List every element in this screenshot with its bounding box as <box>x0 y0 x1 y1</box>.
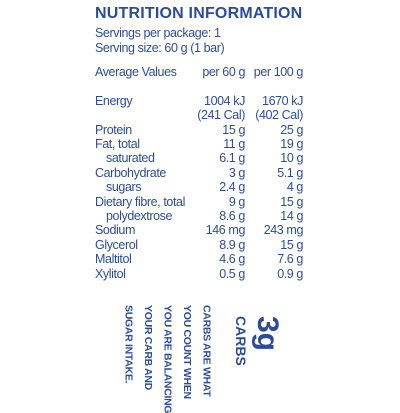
cell-value: 8.6 g <box>219 209 245 223</box>
cell-value: 4 g <box>286 180 304 194</box>
cell-value: 25 g <box>280 123 303 137</box>
cell-value: 6.1 g <box>219 151 245 165</box>
row-label: Fat, total <box>95 137 140 151</box>
message-line: CARBS ARE WHAT <box>200 305 213 397</box>
cell-value: 9 g <box>228 195 246 209</box>
callout-badge: 3g CARBS <box>232 316 284 366</box>
cell-value: 19 g <box>280 137 303 151</box>
cell-value: 15 g <box>222 123 245 137</box>
cell-value: 146 mg <box>205 223 246 237</box>
row-label: polydextrose <box>106 209 173 223</box>
row-label: Dietary fibre, total <box>95 195 185 209</box>
nutrition-panel: NUTRITION INFORMATION Servings per packag… <box>95 5 304 413</box>
carb-amount: 3g <box>251 316 284 352</box>
cell-value: 2.4 g <box>219 180 245 194</box>
callout-message: CARBS ARE WHAT YOU COUNT WHEN YOU ARE BALA… <box>118 305 216 413</box>
cell-value: 0.9 g <box>277 267 303 281</box>
row-label: Carbohydrate <box>95 166 166 180</box>
cell-value: 4.6 g <box>219 252 245 266</box>
cell-value: 10 g <box>280 151 303 165</box>
row-label: Sodium <box>95 223 135 237</box>
cell-value: 0.5 g <box>219 267 245 281</box>
cell-value: 1670 kJ <box>262 94 303 108</box>
message-line: SUGAR INTAKE. <box>122 305 135 384</box>
message-line: YOU ARE BALANCING <box>161 305 174 413</box>
cell-value: 7.6 g <box>277 252 303 266</box>
cell-value: (241 Cal) <box>197 108 245 122</box>
column-header: per 100 g <box>253 65 304 79</box>
cell-value: 1004 kJ <box>204 94 245 108</box>
cell-value: 11 g <box>223 137 245 151</box>
row-label: Energy <box>95 94 133 108</box>
carb-label: CARBS <box>233 316 249 366</box>
message-line: YOU COUNT WHEN <box>181 305 193 399</box>
cell-value: 15 g <box>280 195 303 209</box>
row-label: Xylitol <box>95 267 126 281</box>
row-label: sugars <box>106 180 142 194</box>
serving-size: Serving size: 60 g (1 bar) <box>95 41 225 55</box>
title: NUTRITION INFORMATION <box>95 5 303 22</box>
row-label: saturated <box>106 151 155 165</box>
servings: Servings per package: 1 <box>95 26 221 40</box>
cell-value: 5.1 g <box>277 166 303 180</box>
cell-value: 3 g <box>228 166 246 180</box>
row-label: Maltitol <box>95 252 132 266</box>
row-label: Protein <box>95 123 132 137</box>
message-line: YOUR CARB AND <box>142 305 154 390</box>
cell-value: 8.9 g <box>219 238 245 252</box>
cell-value: 14 g <box>280 209 303 223</box>
cell-value: 15 g <box>280 238 303 252</box>
cell-value: 243 mg <box>263 223 304 237</box>
row-label: Glycerol <box>95 238 138 252</box>
cell-value: (402 Cal) <box>255 108 303 122</box>
column-header: per 60 g <box>202 65 245 79</box>
column-header: Average Values <box>95 65 177 79</box>
